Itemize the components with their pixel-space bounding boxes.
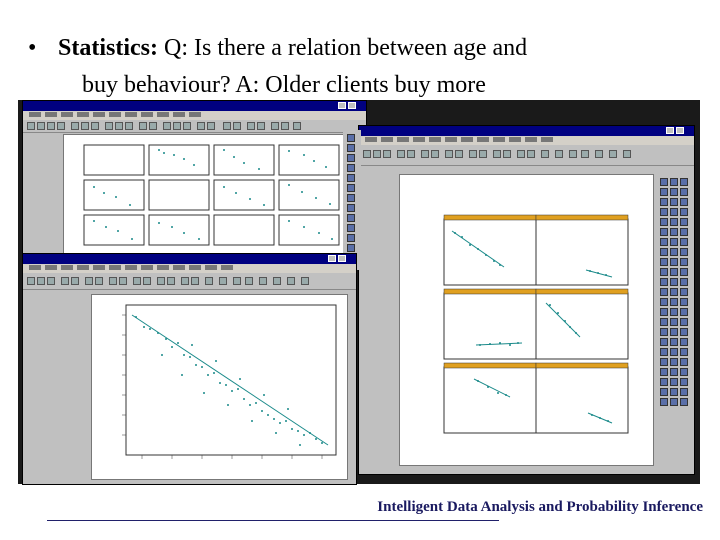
splus-window-scatter xyxy=(22,253,357,485)
toolbar[interactable] xyxy=(23,273,356,290)
window-titlebar xyxy=(359,126,694,136)
minimize-icon[interactable] xyxy=(338,102,346,109)
trellis-plot xyxy=(443,214,629,434)
window-titlebar xyxy=(23,101,366,111)
footer-text: Intelligent Data Analysis and Probabilit… xyxy=(377,499,703,515)
tool-palette[interactable] xyxy=(658,174,692,464)
toolbar[interactable] xyxy=(23,120,366,133)
toolbar[interactable] xyxy=(359,145,694,166)
minimize-icon[interactable] xyxy=(666,127,674,134)
scatter-regression-plot xyxy=(122,304,337,459)
menu-bar[interactable] xyxy=(23,111,366,120)
window-titlebar xyxy=(23,254,356,264)
question-line-1: Q: Is there a relation between age and xyxy=(163,35,528,61)
question-line-2: buy behaviour? A: Older clients buy more xyxy=(82,72,486,99)
statistics-label: Statistics: xyxy=(58,35,158,61)
close-icon[interactable] xyxy=(338,255,346,262)
close-icon[interactable] xyxy=(348,102,356,109)
menu-bar[interactable] xyxy=(359,136,694,145)
menu-bar[interactable] xyxy=(23,264,356,273)
splus-window-trellis xyxy=(358,125,695,475)
splus-window-matrix xyxy=(22,100,367,270)
scatterplot-matrix xyxy=(83,144,340,246)
bullet-icon: • xyxy=(28,35,37,61)
matrix-plot-area xyxy=(63,134,346,265)
scatter-plot-area xyxy=(91,294,348,480)
tool-palette-left[interactable] xyxy=(343,130,361,270)
trellis-plot-area xyxy=(399,174,654,466)
close-icon[interactable] xyxy=(676,127,684,134)
minimize-icon[interactable] xyxy=(328,255,336,262)
bullet-heading: • Statistics: Q: Is there a relation bet… xyxy=(28,30,698,104)
footer-rule xyxy=(47,520,499,521)
